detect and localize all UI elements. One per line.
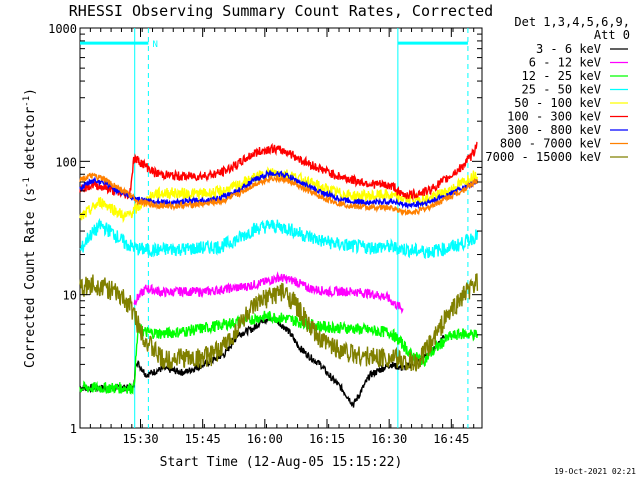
timestamp: 19-Oct-2021 02:21 [554, 467, 636, 476]
legend-item: 100 - 300 keV [507, 110, 628, 124]
legend-item: 6 - 12 keV [529, 56, 628, 70]
legend-label: 3 - 6 keV [536, 42, 601, 56]
legend-item: 50 - 100 keV [514, 96, 628, 110]
x-tick-label: 16:30 [371, 432, 407, 446]
legend-label: 50 - 100 keV [514, 96, 601, 110]
legend-item: 800 - 7000 keV [500, 137, 628, 151]
y-tick-label: 100 [55, 155, 77, 169]
chart-title: RHESSI Observing Summary Count Rates, Co… [69, 2, 493, 20]
series-line [79, 217, 479, 260]
legend-label: 12 - 25 keV [522, 69, 601, 83]
series-7000-15000-kev [79, 273, 479, 372]
x-tick-label: 15:30 [122, 432, 158, 446]
y-axis-label-end: ) [23, 88, 38, 96]
legend-label: 25 - 50 keV [522, 83, 601, 97]
legend-label: 300 - 800 keV [507, 123, 601, 137]
y-tick-label: 1000 [48, 22, 77, 36]
legend-item: 300 - 800 keV [507, 123, 628, 137]
legend-item: 7000 - 15000 keV [485, 150, 628, 164]
legend-item: 12 - 25 keV [522, 69, 628, 83]
series-line [133, 271, 404, 315]
legend-label: 6 - 12 keV [529, 56, 601, 70]
y-axis-label-sup2: -1 [22, 96, 32, 107]
y-axis-label-mid: detector [23, 107, 38, 178]
series-12-25-kev [79, 310, 479, 395]
legend-header-1: Det 1,3,4,5,6,9, [514, 15, 630, 29]
series-300-800-kev [79, 169, 478, 210]
series-25-50-kev [79, 217, 479, 260]
x-tick-label: 16:45 [433, 432, 469, 446]
x-axis-label: Start Time (12-Aug-05 15:15:22) [160, 455, 403, 470]
series-line [79, 273, 479, 372]
series-line [79, 169, 478, 210]
y-axis-label-sup1: -1 [22, 177, 32, 188]
legend-header-2: Att 0 [594, 28, 630, 42]
series-800-7000-kev [79, 172, 479, 217]
y-axis-label: Corrected Count Rate (s-1 detector-1) [22, 88, 38, 368]
plot-area: N 15:30 15:45 16:00 16:15 16:30 16:45 1 10 100 10… [48, 22, 483, 446]
y-tick-label: 1 [70, 422, 77, 436]
series-6-12-kev [133, 271, 404, 315]
series-100-300-kev [79, 141, 478, 201]
x-tick-label: 16:00 [247, 432, 283, 446]
legend-item: 25 - 50 keV [522, 83, 628, 97]
plot-frame [79, 27, 483, 429]
legend-label: 7000 - 15000 keV [485, 150, 601, 164]
series-line [79, 141, 478, 201]
series-line [79, 314, 446, 408]
series-3-6-kev [79, 314, 446, 408]
legend-item: 3 - 6 keV [536, 42, 628, 56]
night-label: N [153, 40, 158, 50]
x-tick-label: 15:45 [185, 432, 221, 446]
series-line [79, 310, 479, 395]
series-line [79, 172, 479, 217]
x-tick-label: 16:15 [309, 432, 345, 446]
legend-label: 100 - 300 keV [507, 110, 601, 124]
y-axis-label-main: Corrected Count Rate (s [23, 188, 38, 368]
y-tick-label: 10 [63, 289, 77, 303]
legend-label: 800 - 7000 keV [500, 137, 601, 151]
